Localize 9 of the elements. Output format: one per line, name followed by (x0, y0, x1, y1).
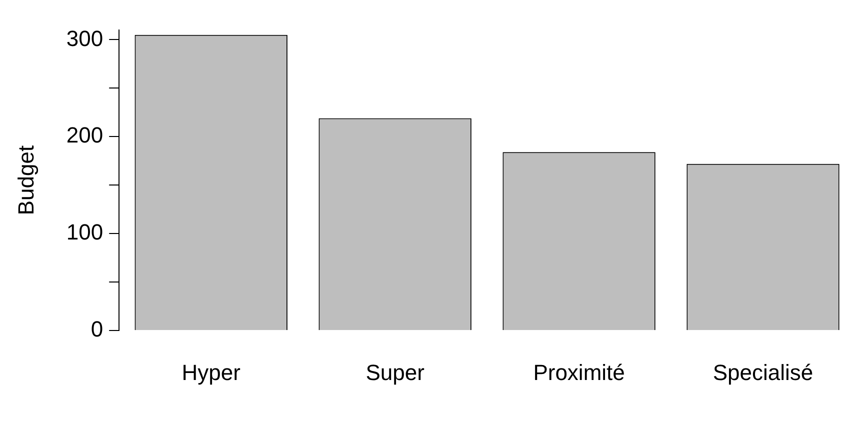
y-tick-label: 100 (66, 220, 104, 245)
x-tick-label: Specialisé (712, 360, 814, 385)
y-tick-label: 0 (90, 316, 104, 342)
y-axis-title: Budget (13, 145, 38, 216)
y-tick-label: 200 (66, 122, 104, 148)
x-tick-label: Hyper (182, 360, 240, 385)
y-tick-label: 300 (66, 26, 104, 51)
x-tick-label: Super (366, 360, 424, 385)
x-tick-label: Proximité (533, 360, 625, 385)
